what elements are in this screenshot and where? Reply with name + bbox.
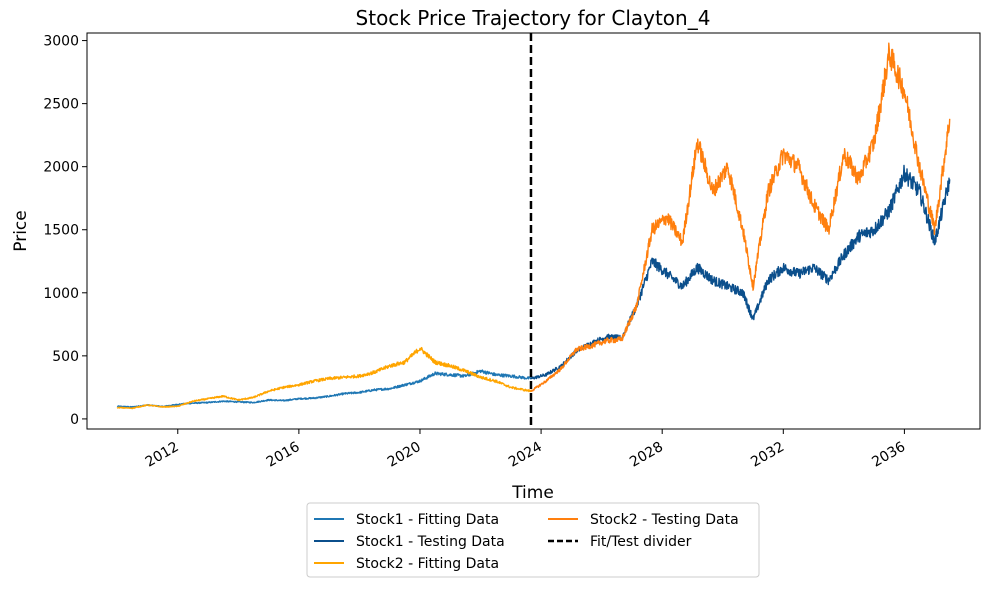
legend-label: Fit/Test divider — [590, 534, 692, 550]
x-axis-label: Time — [511, 483, 554, 503]
y-axis-ticks: 0 500 1000 1500 2000 2500 3000 — [43, 34, 87, 428]
y-axis-label: Price — [11, 210, 31, 251]
legend-box — [306, 502, 760, 578]
chart-title: Stock Price Trajectory for Clayton_4 — [356, 6, 711, 30]
y-tick-label: 3000 — [43, 34, 79, 50]
legend-label: Stock1 - Testing Data — [356, 534, 505, 550]
series-line-2 — [530, 164, 951, 380]
legend-label: Stock2 - Testing Data — [590, 512, 739, 528]
series-layer — [116, 42, 951, 410]
y-tick-label: 0 — [70, 412, 79, 428]
legend: Stock1 - Fitting Data Stock1 - Testing Da… — [306, 502, 760, 578]
y-tick-label: 500 — [52, 349, 79, 365]
y-tick-label: 2500 — [43, 97, 79, 113]
series-line-3 — [116, 346, 532, 410]
y-tick-label: 1500 — [43, 223, 79, 239]
y-tick-label: 2000 — [43, 160, 79, 176]
y-tick-label: 1000 — [43, 286, 79, 302]
plot-frame — [86, 32, 981, 430]
series-line-4 — [530, 42, 951, 392]
legend-label: Stock2 - Fitting Data — [356, 556, 499, 572]
legend-label: Stock1 - Fitting Data — [356, 512, 499, 528]
